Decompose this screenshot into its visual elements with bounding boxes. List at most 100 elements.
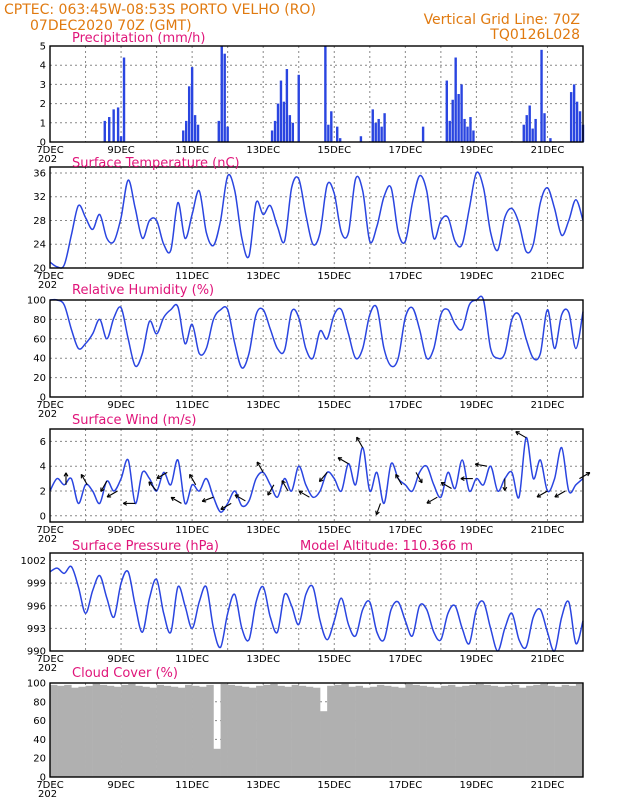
y-tick-label: 0 [40, 138, 46, 149]
wind-arrow [267, 484, 275, 496]
wind-arrow [156, 471, 168, 479]
cloud-bar [511, 684, 520, 777]
precip-bar [270, 130, 274, 142]
precip-bar [122, 57, 126, 142]
cloud-bar [291, 684, 300, 777]
wind-arrow [515, 431, 527, 439]
cloud-bar [50, 684, 58, 777]
series-line [49, 565, 584, 652]
x-year-label: 202 [38, 409, 57, 420]
cloud-bar [149, 687, 157, 777]
wind-arrow [106, 490, 118, 498]
x-tick-label: 9DEC [107, 654, 134, 665]
y-tick-label: 32 [33, 192, 46, 203]
cloud-bar [355, 685, 363, 777]
x-tick-label: 11DEC [175, 525, 209, 536]
y-tick-label: 80 [33, 315, 46, 326]
precip-bar [190, 67, 194, 142]
x-tick-label: 15DEC [317, 400, 351, 411]
y-tick-label: 0 [40, 511, 46, 522]
cloud-bar [575, 683, 584, 777]
precip-bar [451, 99, 454, 142]
x-year-label: 202 [38, 154, 57, 165]
cloud-bar [561, 684, 570, 777]
x-tick-label: 13DEC [246, 654, 280, 665]
panel-title: Surface Pressure (hPa) [72, 539, 219, 554]
wind-arrow [220, 502, 232, 510]
precip-bar [223, 53, 226, 142]
wind-arrow [356, 436, 364, 448]
wind-arrow [337, 457, 349, 465]
cloud-bar [121, 684, 129, 777]
cloud-bar [227, 684, 236, 777]
x-tick-label: 13DEC [246, 271, 280, 282]
x-tick-label: 17DEC [388, 271, 422, 282]
x-tick-label: 13DEC [246, 780, 280, 791]
y-tick-label: 3 [40, 80, 46, 91]
precip-bar [457, 94, 460, 142]
cloud-bar [113, 686, 122, 777]
x-tick-label: 13DEC [246, 400, 280, 411]
precip-bar [226, 126, 229, 142]
y-tick-label: 2 [40, 99, 46, 110]
precip-bar [327, 124, 330, 142]
y-tick-label: 993 [27, 624, 46, 635]
panel-title: Surface Temperature (nC) [72, 156, 240, 171]
cloud-bar [384, 685, 392, 777]
cloud-bar [85, 685, 93, 777]
x-tick-label: 17DEC [388, 145, 422, 156]
cloud-bar [185, 684, 193, 777]
header-model: TQ0126L028 [489, 27, 580, 43]
cloud-bar [192, 685, 200, 777]
cloud-bar [220, 683, 228, 777]
x-tick-label: 17DEC [388, 525, 422, 536]
precip-bar [549, 138, 552, 142]
x-year-label: 202 [38, 534, 57, 545]
wind-arrow [148, 481, 158, 492]
cloud-bar [554, 686, 562, 777]
y-tick-label: 996 [27, 601, 46, 612]
precip-bar [469, 117, 472, 142]
cloud-bar [57, 685, 65, 777]
panel-5: 0 20 40 60 80 100 Cloud Cover (%) 7DEC 9DEC 11DEC… [27, 666, 584, 800]
precip-bar [531, 128, 534, 142]
precip-bar [472, 130, 475, 142]
precip-bar [112, 109, 115, 142]
cloud-bar [305, 686, 314, 777]
precip-bar [371, 109, 374, 142]
y-tick-label: 5 [40, 42, 46, 53]
cloud-bar [163, 685, 172, 777]
cloud-bar [419, 685, 427, 777]
x-tick-label: 21DEC [531, 400, 565, 411]
x-tick-label: 17DEC [388, 400, 422, 411]
x-tick-label: 15DEC [317, 525, 351, 536]
y-tick-label: 1 [40, 118, 46, 129]
precip-bar [448, 120, 451, 142]
precip-bar [359, 136, 363, 142]
cloud-bar [483, 684, 491, 777]
cloud-bar [277, 685, 285, 777]
cloud-bar [78, 686, 86, 777]
x-year-label: 202 [38, 663, 57, 674]
precip-bar [297, 74, 300, 142]
cloud-bar [440, 685, 449, 777]
panel-title: Relative Humidity (%) [72, 283, 214, 298]
x-tick-label: 21DEC [531, 145, 565, 156]
precip-bar [374, 122, 377, 142]
y-tick-label: 0 [40, 773, 46, 784]
panel-frame [49, 428, 584, 523]
x-tick-label: 19DEC [460, 780, 494, 791]
x-tick-label: 9DEC [107, 400, 134, 411]
wind-arrow [502, 478, 508, 491]
precip-bar [525, 115, 528, 142]
y-tick-label: 1002 [21, 556, 46, 567]
cloud-bar [341, 683, 349, 777]
precip-bar [276, 103, 280, 142]
x-tick-label: 11DEC [175, 145, 209, 156]
cloud-bar [177, 687, 186, 777]
cloud-bar [256, 685, 264, 777]
wind-arrow [123, 500, 136, 506]
panel-3: 0 2 4 6 Surface Wind (m/s) 7DEC 9DEC 11DEC 13DEC… [36, 413, 591, 545]
y-tick-label: 20 [33, 373, 46, 384]
x-tick-label: 19DEC [460, 271, 494, 282]
